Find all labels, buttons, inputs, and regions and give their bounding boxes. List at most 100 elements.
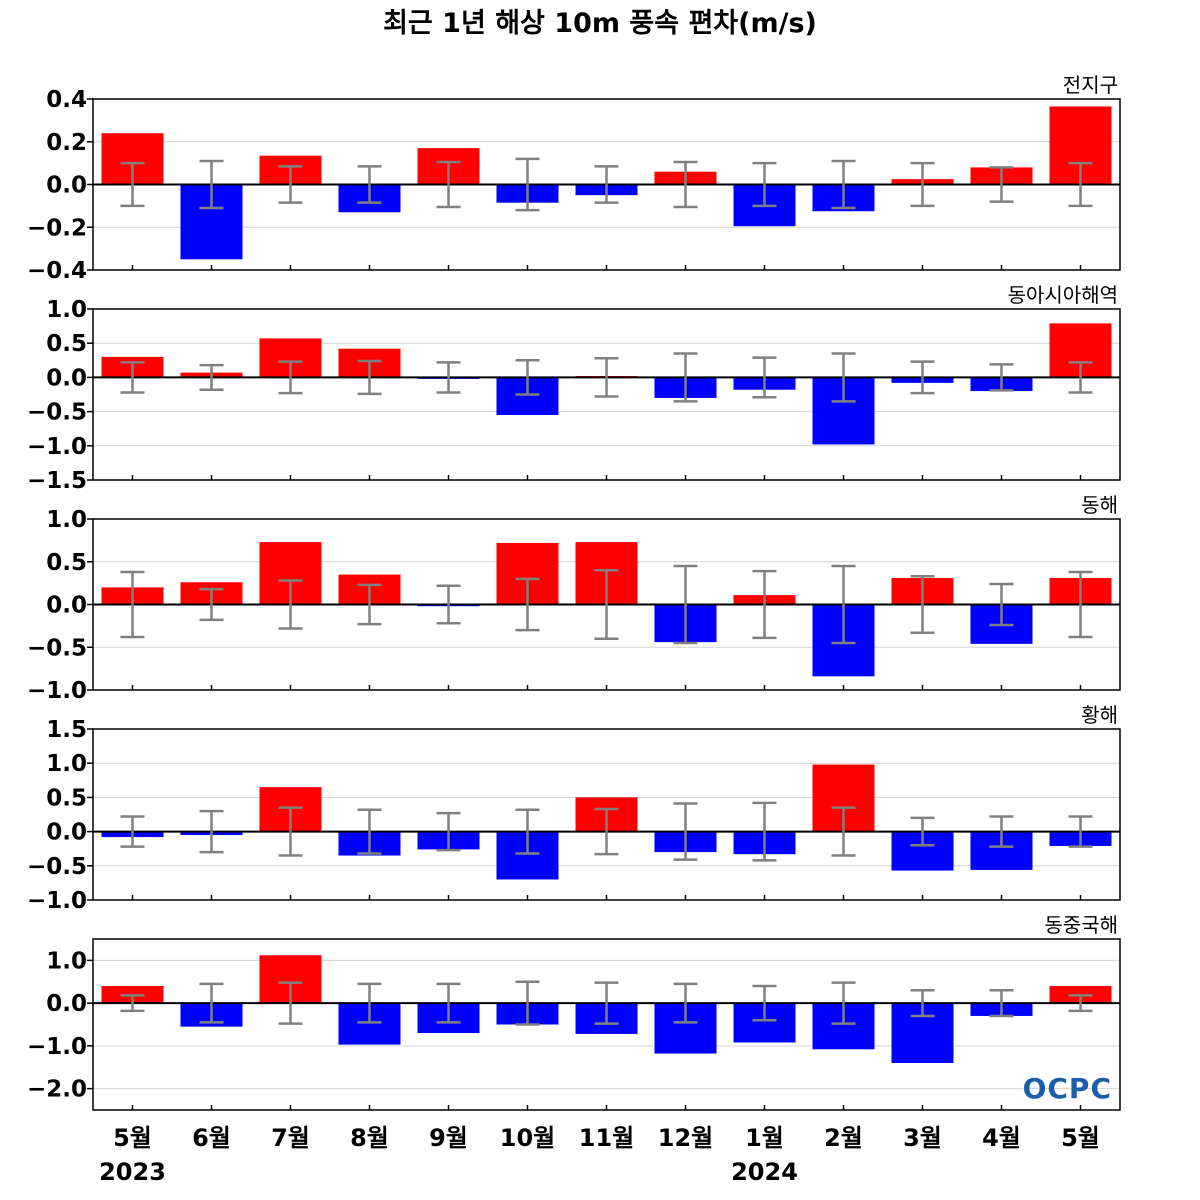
- x-tick-label: 6월: [192, 1124, 231, 1152]
- error-bar: [831, 159, 856, 210]
- error-bar: [515, 980, 540, 1026]
- panel-2: 1.0 0.5 0.0 −0.5 −1.0 −1.5 동아시아해역: [27, 283, 1121, 494]
- x-tick-label: 7월: [271, 1124, 310, 1152]
- x-tick-label: 3월: [903, 1124, 942, 1152]
- error-bar: [752, 161, 777, 208]
- panel-5: 1.0 0.0 −1.0 −2.0 동중국해: [27, 913, 1121, 1111]
- ocpc-logo: OCPC: [1023, 1072, 1112, 1105]
- x-tick-label: 10월: [500, 1124, 555, 1152]
- error-bar: [910, 816, 935, 847]
- error-bar: [1068, 570, 1093, 639]
- y-tick-label: 0.4: [46, 87, 87, 113]
- figure-title: 최근 1년 해상 10m 풍속 편차(m/s): [383, 8, 817, 39]
- x-tick-label: 5월: [113, 1124, 152, 1152]
- error-bar: [594, 569, 619, 640]
- y-tick-label: 0.5: [46, 785, 87, 811]
- error-bar: [120, 815, 145, 848]
- x-tick-label: 8월: [350, 1124, 389, 1152]
- error-bar: [278, 981, 303, 1025]
- error-bar: [989, 989, 1014, 1018]
- panel-3: 1.0 0.5 0.0 −0.5 −1.0 동해: [27, 493, 1121, 704]
- y-tick-label: 0.5: [46, 550, 87, 576]
- panel-title: 황해: [1081, 703, 1118, 727]
- panel-title: 동해: [1081, 493, 1118, 517]
- error-bar: [752, 569, 777, 640]
- error-bar: [910, 360, 935, 395]
- y-tick-label: 1.0: [46, 297, 87, 323]
- y-tick-label: −2.0: [27, 1077, 87, 1103]
- error-bar: [1068, 361, 1093, 394]
- error-bar: [357, 982, 382, 1024]
- y-tick-label: 0.0: [46, 593, 87, 619]
- error-bar: [436, 361, 461, 394]
- y-tick-label: 0.0: [46, 820, 87, 846]
- error-bar: [1068, 994, 1093, 1013]
- error-bar: [594, 981, 619, 1025]
- error-bar: [199, 982, 224, 1024]
- y-tick-label: 0.0: [46, 365, 87, 391]
- error-bar: [1068, 161, 1093, 208]
- panel-4: 1.5 1.0 0.5 0.0 −0.5 −1.0 황해: [27, 703, 1121, 914]
- error-bar: [278, 165, 303, 204]
- x-tick-label: 9월: [429, 1124, 468, 1152]
- panel-title: 전지구: [1063, 73, 1118, 97]
- y-tick-label: −1.0: [27, 434, 87, 460]
- error-bar: [989, 815, 1014, 848]
- error-bar: [831, 981, 856, 1025]
- error-bar: [831, 806, 856, 857]
- error-bar: [910, 989, 935, 1018]
- error-bar: [357, 583, 382, 626]
- y-tick-label: 1.0: [46, 948, 87, 974]
- x-tick-label: 2월: [824, 1124, 863, 1152]
- y-tick-label: 1.0: [46, 507, 87, 533]
- error-bar: [199, 159, 224, 210]
- x-tick-label: 5월: [1061, 1124, 1100, 1152]
- y-tick-label: −1.0: [27, 888, 87, 914]
- panel-title: 동아시아해역: [1008, 283, 1118, 307]
- error-bar: [1068, 815, 1093, 848]
- error-bar: [515, 808, 540, 855]
- error-bar: [831, 352, 856, 403]
- error-bar: [752, 984, 777, 1022]
- error-bar: [199, 809, 224, 854]
- error-bar: [120, 361, 145, 394]
- error-bar: [910, 575, 935, 634]
- error-bar: [278, 806, 303, 857]
- x-tick-label: 11월: [579, 1124, 634, 1152]
- y-tick-label: 0.0: [46, 173, 87, 199]
- error-bar: [989, 166, 1014, 203]
- x-tick-label: 4월: [982, 1124, 1021, 1152]
- panel-title: 동중국해: [1044, 913, 1118, 937]
- year-label: 2024: [731, 1158, 798, 1186]
- error-bar: [594, 807, 619, 856]
- y-tick-label: 0.0: [46, 991, 87, 1017]
- error-bar: [594, 356, 619, 398]
- error-bar: [199, 363, 224, 391]
- x-tick-label: 1월: [745, 1124, 784, 1152]
- y-tick-label: −0.5: [27, 635, 87, 661]
- error-bar: [515, 157, 540, 212]
- y-tick-label: 0.5: [46, 331, 87, 357]
- error-bar: [278, 579, 303, 630]
- error-bar: [831, 564, 856, 645]
- y-tick-label: 0.2: [46, 130, 87, 156]
- error-bar: [673, 982, 698, 1024]
- error-bar: [673, 160, 698, 209]
- error-bar: [752, 801, 777, 862]
- error-bar: [673, 564, 698, 645]
- x-axis-labels: 5월 6월 7월 8월 9월 10월 11월 12월 1월 2월 3월 4월 5월 2023 2024: [99, 1124, 1100, 1186]
- chart-panels: 0.4 0.2 0.0 −0.2 −0.4 전지구 1.0 0.5 0.0 −0.5 −1.0 −1.…: [27, 73, 1121, 1111]
- error-bar: [436, 160, 461, 209]
- error-bar: [357, 359, 382, 396]
- error-bar: [436, 982, 461, 1024]
- error-bar: [278, 360, 303, 395]
- x-tick-label: 12월: [658, 1124, 713, 1152]
- error-bar: [673, 352, 698, 403]
- error-bar: [515, 359, 540, 396]
- error-bar: [594, 165, 619, 204]
- error-bar: [120, 570, 145, 639]
- y-tick-label: 1.0: [46, 751, 87, 777]
- error-bar: [752, 356, 777, 399]
- year-label: 2023: [99, 1158, 166, 1186]
